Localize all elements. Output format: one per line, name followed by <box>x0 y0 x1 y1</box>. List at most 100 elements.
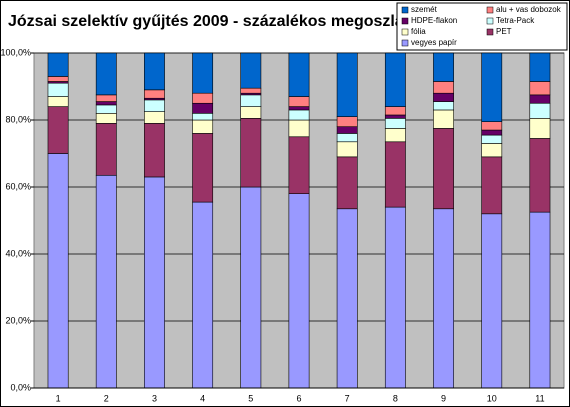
bar-segment <box>144 111 165 124</box>
bar-segment <box>192 52 214 94</box>
bar-segment <box>144 176 165 389</box>
bar-segment <box>529 52 551 82</box>
legend-label: PET <box>496 27 512 36</box>
bar-segment <box>95 123 117 176</box>
bar-segment <box>384 52 406 107</box>
bar-segment <box>240 118 262 188</box>
x-tick-label: 9 <box>441 393 446 403</box>
x-tick-label: 4 <box>200 393 205 403</box>
bar-segment <box>192 133 214 203</box>
x-tick-label: 3 <box>152 393 157 403</box>
bar-segment <box>192 201 214 389</box>
bar-segment <box>529 211 551 389</box>
bar-segment <box>529 138 551 213</box>
y-tick-label: 60,0% <box>5 181 31 191</box>
bar-segment <box>47 82 69 97</box>
bar-segment <box>481 134 503 144</box>
bar-segment <box>336 116 358 128</box>
legend-swatch <box>401 6 409 14</box>
legend-label: HDPE-flakon <box>411 16 457 25</box>
bar-segment <box>95 52 117 96</box>
legend-label: Tetra-Pack <box>496 16 535 25</box>
bar-segment <box>336 141 358 158</box>
bar-segment <box>192 119 214 134</box>
legend-swatch <box>486 28 494 36</box>
bar-segment <box>481 156 503 215</box>
bar-segment <box>240 52 262 89</box>
bar-segment <box>336 126 358 134</box>
y-tick-label: 20,0% <box>5 315 31 325</box>
legend-swatch <box>401 28 409 36</box>
bar-segment <box>288 96 310 107</box>
legend-label: alu + vas dobozok <box>496 5 562 14</box>
bar-segment <box>95 104 117 114</box>
bar-segment <box>144 123 165 178</box>
bar-segment <box>95 101 117 106</box>
bar-segment <box>481 121 503 131</box>
bar-segment <box>529 81 551 96</box>
bar-segment <box>47 96 69 107</box>
x-tick-label: 5 <box>248 393 253 403</box>
bar-segment <box>384 128 406 143</box>
legend-box <box>396 2 568 51</box>
bar-segment <box>433 128 454 210</box>
bar-segment <box>47 76 69 82</box>
legend-swatch <box>401 17 409 25</box>
bar-segment <box>529 118 551 139</box>
bar-segment <box>240 106 262 119</box>
bar-segment <box>529 102 551 119</box>
bar-segment <box>47 106 69 154</box>
legend-label: vegyes papír <box>411 38 457 47</box>
x-tick-label: 6 <box>296 393 301 403</box>
y-tick-label: 0,0% <box>10 382 31 392</box>
bar-segment <box>144 99 165 112</box>
bar-segment <box>433 101 454 111</box>
bar-segment <box>433 208 454 389</box>
bar-segment <box>288 136 310 195</box>
bar-segment <box>288 106 310 111</box>
bar-segment <box>240 186 262 389</box>
bar-segment <box>481 129 503 136</box>
bar-segment <box>144 52 165 91</box>
bar-segment <box>336 208 358 389</box>
bar-segment <box>433 81 454 94</box>
bar-segment <box>336 156 358 210</box>
bar-segment <box>95 174 117 389</box>
bar-segment <box>192 113 214 121</box>
bar-segment <box>47 52 69 77</box>
bar-segment <box>529 94 551 104</box>
y-tick-label: 40,0% <box>5 248 31 258</box>
legend-swatch <box>401 39 409 47</box>
bar-segment <box>95 113 117 124</box>
x-tick-label: 8 <box>393 393 398 403</box>
x-tick-label: 2 <box>104 393 109 403</box>
chart-title: Józsai szelektív gyűjtés 2009 - százalék… <box>8 13 413 30</box>
bar-segment <box>288 109 310 121</box>
bar-segment <box>433 109 454 129</box>
bar-segment <box>95 94 117 102</box>
bar-segment <box>384 141 406 208</box>
bar-segment <box>240 87 262 94</box>
x-tick-label: 11 <box>535 393 544 403</box>
bar-segment <box>336 133 358 143</box>
legend-label: fólia <box>411 27 426 36</box>
bar-segment <box>288 52 310 97</box>
x-tick-label: 7 <box>345 393 350 403</box>
y-tick-label: 80,0% <box>5 114 31 124</box>
bar-segment <box>384 206 406 389</box>
x-tick-label: 1 <box>56 393 61 403</box>
legend-swatch <box>486 6 494 14</box>
bar-segment <box>433 52 454 82</box>
bar-segment <box>433 92 454 102</box>
bar-segment <box>384 118 406 129</box>
bar-segment <box>192 102 214 114</box>
bar-segment <box>336 52 358 117</box>
bar-segment <box>288 119 310 138</box>
bar-segment <box>240 94 262 107</box>
bar-segment <box>481 213 503 389</box>
legend-label: szemét <box>411 5 438 14</box>
bar-segment <box>144 89 165 99</box>
bar-segment <box>384 106 406 116</box>
bar-segment <box>481 52 503 122</box>
